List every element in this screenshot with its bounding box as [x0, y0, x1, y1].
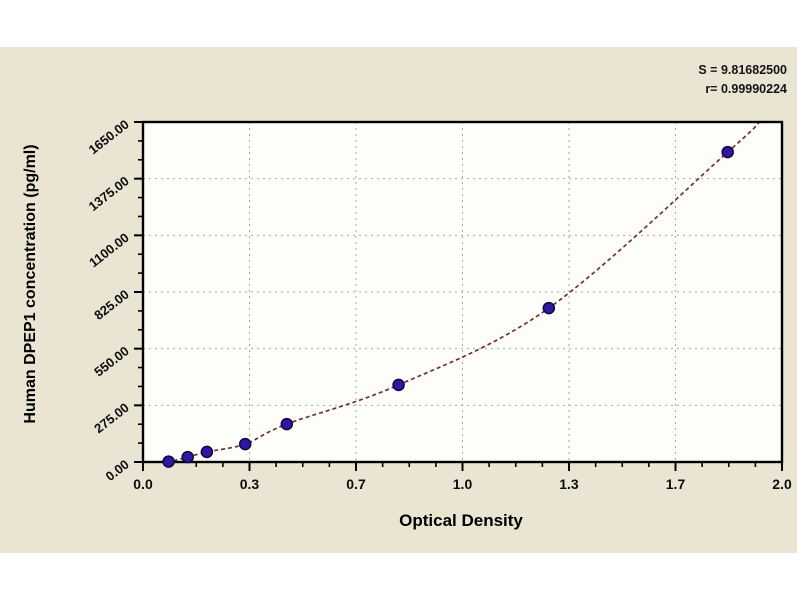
data-point: [200, 445, 214, 459]
chart-panel: 0.0 0.3 0.7 1.0 1.3 1.7 2.0 0.00 275.00 550.00 825…: [0, 47, 797, 553]
y-tick-label: 0.00: [103, 457, 132, 484]
x-tick-label: 1.3: [559, 476, 579, 492]
data-point: [238, 437, 252, 451]
x-tick-label: 1.7: [666, 476, 686, 492]
y-axis-title: Human DPEP1 concentration (pg/ml): [22, 144, 39, 424]
x-tick-label: 1.0: [453, 476, 473, 492]
data-point: [280, 417, 294, 431]
fit-standard-error: S = 9.81682500: [698, 63, 787, 77]
fit-statistics: S = 9.81682500 r= 0.99990224: [698, 61, 787, 99]
plot-area: 0.0 0.3 0.7 1.0 1.3 1.7 2.0 0.00 275.00 550.00 825…: [86, 117, 792, 492]
y-tick-label: 825.00: [91, 287, 132, 323]
y-tick-label: 1375.00: [86, 173, 132, 214]
y-tick-label: 1650.00: [86, 117, 132, 158]
data-point: [181, 450, 194, 464]
fit-correlation: r= 0.99990224: [705, 82, 787, 96]
y-tick-label: 1100.00: [86, 230, 132, 270]
data-point: [162, 455, 175, 468]
x-tick-label: 0.3: [240, 476, 260, 492]
data-point: [542, 301, 556, 315]
data-point: [721, 145, 734, 159]
x-tick-label: 0.7: [346, 476, 366, 492]
y-tick-label: 550.00: [91, 343, 132, 379]
x-tick-label: 2.0: [772, 476, 792, 492]
x-axis-title: Optical Density: [399, 511, 523, 530]
y-tick-label: 275.00: [91, 400, 132, 436]
x-tick-label: 0.0: [133, 476, 153, 492]
data-point: [392, 378, 405, 392]
